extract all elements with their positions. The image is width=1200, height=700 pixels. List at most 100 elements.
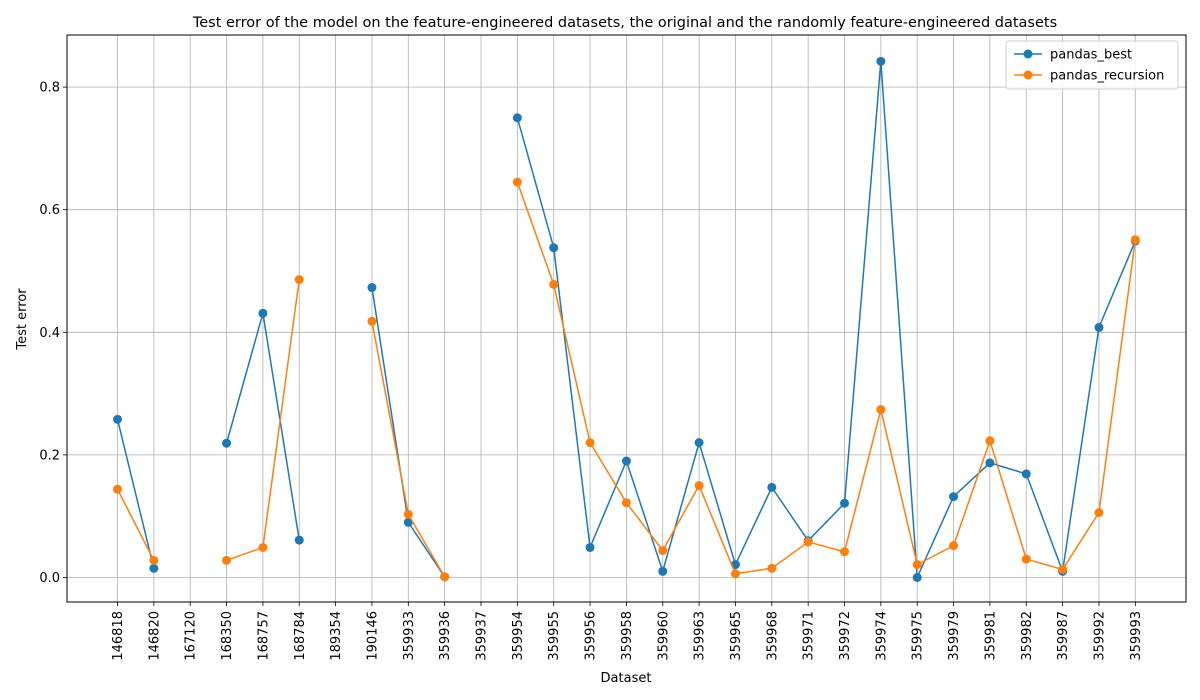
x-tick-label: 359933	[402, 611, 417, 661]
data-point-pandas-recursion	[840, 547, 849, 557]
data-point-pandas-recursion	[1058, 565, 1068, 575]
x-tick-label: 359993	[1129, 611, 1144, 661]
data-point-pandas-recursion	[876, 405, 886, 415]
data-point-pandas-recursion	[1021, 554, 1031, 564]
data-point-pandas-best	[912, 572, 922, 582]
data-point-pandas-recursion	[767, 563, 777, 573]
y-tick-label: 0.6	[39, 203, 60, 218]
data-point-pandas-best	[113, 414, 122, 424]
data-point-pandas-best	[585, 542, 595, 552]
x-tick-label: 359968	[765, 611, 780, 661]
x-tick-label: 359992	[1092, 611, 1107, 661]
data-point-pandas-recursion	[694, 481, 704, 491]
data-point-pandas-best	[512, 113, 522, 123]
y-axis: 0.0 0.2 0.4 0.6 0.8	[39, 81, 67, 586]
x-tick-label: 168784	[293, 611, 308, 661]
data-point-pandas-recursion	[1094, 508, 1104, 518]
x-tick-label: 359958	[620, 611, 635, 661]
x-tick-label: 359981	[983, 611, 998, 661]
grid-lines	[67, 35, 1186, 602]
x-tick-label: 359965	[729, 611, 744, 661]
legend-label-pandas-best: pandas_best	[1050, 48, 1132, 63]
data-point-pandas-recursion	[222, 555, 232, 565]
x-tick-label: 359972	[838, 611, 853, 661]
legend-marker-pandas-best	[1023, 49, 1033, 59]
data-point-pandas-best	[294, 535, 304, 545]
data-point-pandas-recursion	[985, 436, 995, 446]
x-tick-label: 359971	[802, 611, 817, 661]
data-point-pandas-best	[1021, 469, 1031, 479]
data-point-pandas-best	[767, 482, 777, 492]
data-point-pandas-best	[403, 517, 413, 527]
series-pandas-best	[113, 56, 1140, 582]
data-point-pandas-recursion	[949, 541, 959, 551]
data-point-pandas-best	[222, 438, 232, 448]
x-tick-label: 359954	[511, 611, 526, 661]
data-point-pandas-recursion	[258, 542, 268, 552]
x-tick-label: 359956	[584, 611, 599, 661]
series-lines	[113, 56, 1140, 582]
data-point-pandas-best	[549, 243, 559, 253]
x-tick-label: 168350	[220, 611, 235, 661]
data-point-pandas-best	[258, 308, 268, 318]
data-point-pandas-recursion	[585, 438, 595, 448]
data-point-pandas-best	[367, 283, 377, 293]
x-tick-label: 359979	[947, 611, 962, 661]
y-tick-label: 0.4	[39, 326, 60, 341]
data-point-pandas-best	[1094, 322, 1104, 332]
chart-title: Test error of the model on the feature-e…	[192, 15, 1057, 31]
x-tick-label: 359975	[911, 611, 926, 661]
data-point-pandas-recursion	[113, 484, 122, 494]
y-tick-label: 0.0	[39, 571, 60, 586]
x-tick-label: 359974	[874, 611, 889, 661]
data-point-pandas-recursion	[1130, 235, 1140, 245]
x-tick-label: 146818	[111, 611, 126, 661]
series-line-pandas-recursion	[516, 181, 1137, 575]
data-point-pandas-best	[694, 438, 704, 448]
data-point-pandas-recursion	[549, 279, 559, 289]
x-tick-label: 359987	[1056, 611, 1071, 661]
data-point-pandas-best	[840, 498, 849, 508]
data-point-pandas-recursion	[658, 546, 668, 556]
data-point-pandas-recursion	[803, 537, 813, 547]
data-point-pandas-recursion	[149, 555, 159, 565]
x-tick-label: 359982	[1020, 611, 1035, 661]
data-point-pandas-recursion	[367, 316, 377, 326]
legend-label-pandas-recursion: pandas_recursion	[1050, 69, 1164, 84]
x-tick-label: 167120	[184, 611, 199, 661]
data-point-pandas-recursion	[440, 572, 450, 582]
series-line-pandas-recursion	[116, 488, 155, 561]
y-axis-label: Test error	[15, 288, 30, 351]
data-point-pandas-best	[985, 458, 995, 468]
series-line-pandas-best	[516, 60, 1136, 579]
x-tick-label: 359963	[693, 611, 708, 661]
data-point-pandas-best	[658, 566, 668, 576]
x-tick-label: 359937	[475, 611, 490, 661]
x-tick-label: 146820	[147, 611, 162, 661]
data-point-pandas-best	[876, 56, 886, 66]
legend-box	[1005, 40, 1179, 90]
x-axis-label: Dataset	[601, 671, 652, 686]
data-point-pandas-recursion	[621, 498, 631, 508]
data-point-pandas-recursion	[912, 560, 922, 570]
data-point-pandas-recursion	[512, 177, 522, 187]
legend: pandas_best pandas_recursion	[1005, 40, 1179, 90]
x-tick-label: 359955	[547, 611, 562, 661]
series-line-pandas-best	[116, 419, 155, 569]
data-point-pandas-best	[949, 492, 959, 502]
y-tick-label: 0.8	[39, 81, 60, 96]
series-pandas-recursion	[113, 177, 1140, 582]
x-tick-label: 190146	[365, 611, 380, 661]
x-tick-label: 168757	[256, 611, 271, 661]
x-tick-label: 189354	[329, 611, 344, 661]
data-point-pandas-best	[149, 563, 159, 573]
data-point-pandas-recursion	[294, 275, 304, 285]
x-tick-label: 359936	[438, 611, 453, 661]
x-tick-label: 359960	[656, 611, 671, 661]
y-tick-label: 0.2	[39, 448, 60, 463]
data-point-pandas-recursion	[403, 509, 413, 519]
data-point-pandas-recursion	[730, 569, 740, 579]
data-point-pandas-best	[621, 456, 631, 466]
x-axis: 146818 146820 167120 168350 168757 168784 1893…	[111, 602, 1144, 661]
